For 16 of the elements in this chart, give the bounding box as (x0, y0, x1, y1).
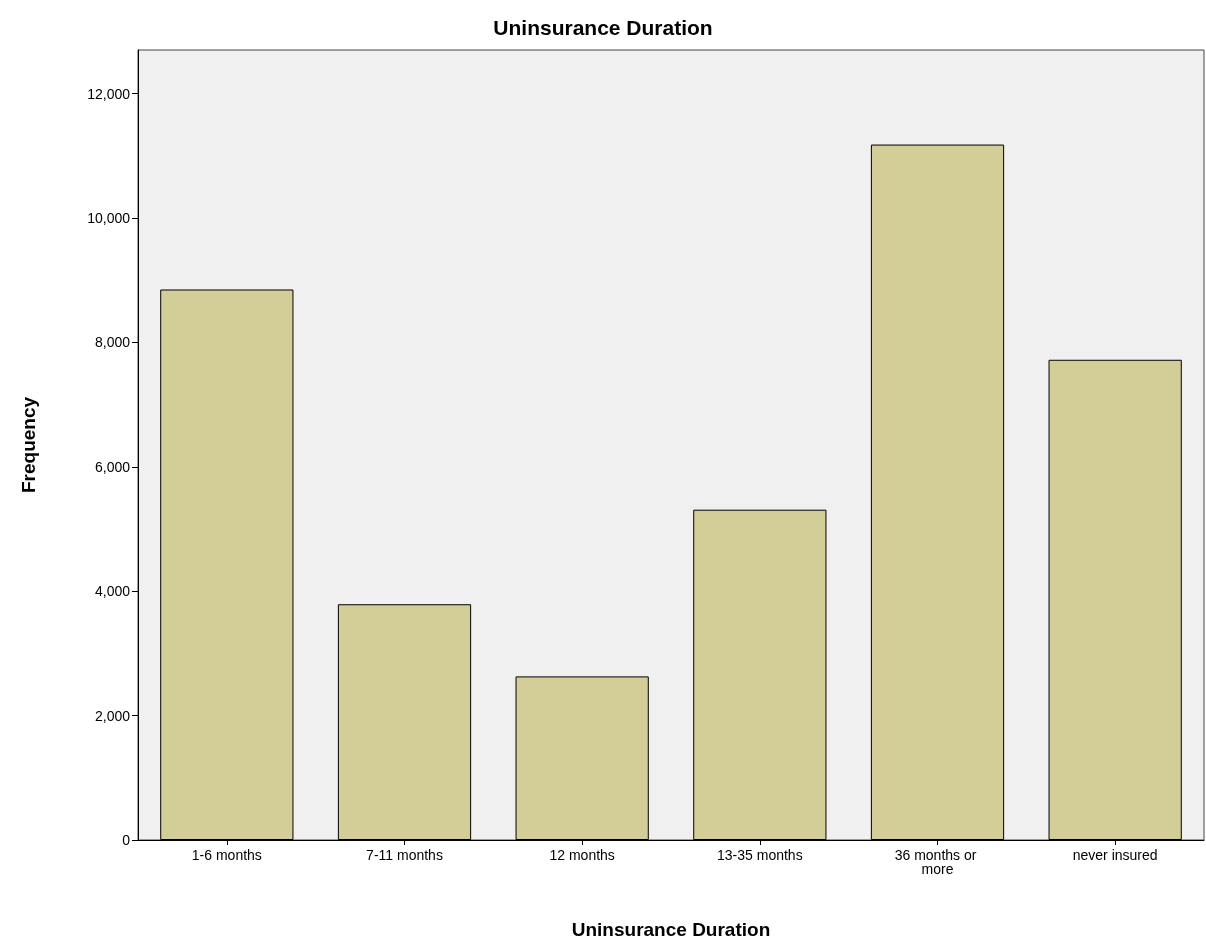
y-tick-label: 0 (122, 832, 131, 848)
y-axis-title: Frequency (18, 396, 39, 494)
y-tick-label: 10,000 (87, 209, 131, 226)
x-tick-label: 7-11 months (366, 847, 443, 863)
x-tick-label: 12 months (549, 847, 615, 863)
chart-title: Uninsurance Duration (493, 16, 713, 39)
x-tick-label: 36 months or more (894, 847, 981, 877)
y-tick-label: 2,000 (94, 707, 131, 724)
y-tick-label: 8,000 (94, 334, 131, 351)
x-tick-label: never insured (1072, 847, 1158, 863)
x-tick-label: 1-6 months (191, 847, 262, 863)
y-tick-label: 6,000 (94, 458, 131, 475)
y-tick-label: 4,000 (94, 583, 131, 600)
x-tick-label: 13-35 months (717, 847, 803, 863)
y-tick-label: 12,000 (87, 85, 131, 102)
x-axis-title: Uninsurance Duration (571, 919, 771, 940)
